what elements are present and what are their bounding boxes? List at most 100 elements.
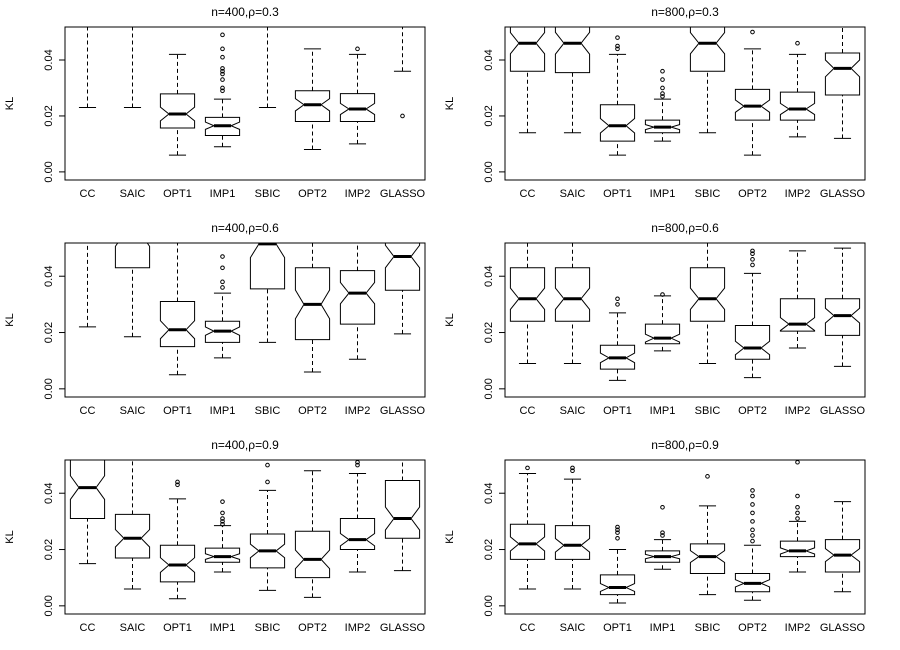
y-tick-label: 0.02 — [483, 539, 495, 560]
y-tick-label: 0.02 — [43, 539, 55, 560]
y-tick-label: 0.04 — [43, 266, 55, 287]
x-tick-label: IMP2 — [785, 405, 811, 417]
outlier — [660, 77, 665, 82]
outlier — [795, 516, 800, 521]
box — [689, 267, 726, 322]
y-tick-label: 0.02 — [43, 322, 55, 343]
y-axis-label: KL — [4, 313, 16, 326]
outlier — [615, 535, 620, 541]
plot-area — [509, 243, 861, 381]
outlier — [220, 516, 225, 521]
x-tick-label: SBIC — [255, 622, 281, 634]
x-tick-label: CC — [80, 622, 96, 634]
panel: CC SAIC OPT1 IMP1 SBIC OPT2 IMP2 GLASSO 0.00 0.02… — [4, 221, 426, 417]
x-tick-label: OPT2 — [738, 622, 767, 634]
outlier — [400, 113, 405, 119]
y-axis-label: KL — [444, 97, 456, 110]
outlier — [750, 29, 755, 35]
panel: CC SAIC OPT1 IMP1 SBIC OPT2 IMP2 GLASSO 0.00 0.02… — [4, 438, 426, 634]
outlier — [525, 465, 530, 471]
x-tick-label: IMP2 — [785, 188, 811, 200]
outlier — [750, 257, 755, 262]
outlier — [355, 46, 360, 52]
x-tick-label: IMP1 — [210, 405, 236, 417]
outlier — [220, 77, 225, 82]
x-tick-label: CC — [80, 405, 96, 417]
outlier — [220, 46, 225, 52]
x-tick-label: OPT1 — [603, 188, 632, 200]
y-tick-label: 0.00 — [43, 161, 55, 182]
box — [294, 530, 331, 579]
outlier — [220, 519, 225, 524]
plot-area — [509, 27, 861, 156]
outlier — [570, 465, 575, 471]
panel: CC SAIC OPT1 IMP1 SBIC OPT2 IMP2 GLASSO 0.00 0.02… — [444, 438, 866, 634]
outlier — [795, 510, 800, 516]
outlier — [220, 32, 225, 38]
outlier — [660, 530, 665, 535]
x-tick-label: CC — [80, 188, 96, 200]
x-tick-label: IMP1 — [210, 188, 236, 200]
outlier — [265, 479, 270, 485]
x-tick-label: OPT1 — [163, 405, 192, 417]
outlier — [615, 527, 620, 533]
box — [554, 27, 591, 74]
box — [599, 574, 636, 596]
box — [599, 104, 636, 142]
x-tick-label: OPT2 — [298, 405, 327, 417]
x-tick-label: GLASSO — [820, 622, 866, 634]
box — [554, 525, 591, 560]
outlier — [570, 468, 575, 473]
box — [339, 270, 376, 325]
outlier — [220, 85, 225, 91]
y-axis-label: KL — [444, 530, 456, 543]
y-tick-label: 0.00 — [483, 161, 495, 182]
x-tick-label: SAIC — [120, 622, 146, 634]
outlier — [660, 533, 665, 538]
outlier — [660, 504, 665, 510]
x-tick-label: SAIC — [560, 405, 586, 417]
box — [779, 540, 816, 558]
outlier — [615, 43, 620, 49]
y-tick-label: 0.04 — [483, 49, 495, 70]
outlier — [220, 285, 225, 290]
panel: CC SAIC OPT1 IMP1 SBIC OPT2 IMP2 GLASSO 0.00 0.02… — [4, 0, 426, 200]
outlier — [660, 85, 665, 91]
outlier — [220, 265, 225, 271]
outlier — [175, 479, 180, 485]
x-tick-label: SBIC — [255, 405, 281, 417]
x-tick-label: SBIC — [255, 188, 281, 200]
box — [734, 324, 771, 360]
y-axis-label: KL — [4, 530, 16, 543]
box — [114, 513, 151, 559]
frame — [504, 459, 866, 615]
x-tick-label: SAIC — [560, 188, 586, 200]
outlier — [750, 502, 755, 507]
panel: CC SAIC OPT1 IMP1 SBIC OPT2 IMP2 GLASSO 0.00 0.02… — [444, 221, 866, 417]
box — [779, 298, 816, 332]
plot-area — [509, 460, 861, 604]
outlier — [220, 499, 225, 504]
x-tick-label: IMP1 — [650, 622, 676, 634]
outlier — [750, 262, 755, 268]
plot-area — [78, 243, 421, 376]
x-tick-label: GLASSO — [820, 188, 866, 200]
outlier — [220, 521, 225, 527]
box — [385, 0, 419, 4]
outlier — [615, 46, 620, 52]
outlier — [615, 35, 620, 40]
y-axis-label: KL — [444, 313, 456, 326]
x-tick-label: OPT2 — [738, 188, 767, 200]
box — [554, 267, 591, 322]
box — [509, 27, 546, 72]
outlier — [750, 527, 755, 533]
outlier — [795, 40, 800, 46]
x-tick-label: CC — [520, 405, 536, 417]
x-tick-label: IMP1 — [210, 622, 236, 634]
x-tick-label: IMP1 — [650, 188, 676, 200]
y-tick-label: 0.04 — [483, 483, 495, 504]
x-tick-label: SBIC — [695, 188, 721, 200]
box — [249, 243, 286, 290]
outlier — [220, 68, 225, 74]
